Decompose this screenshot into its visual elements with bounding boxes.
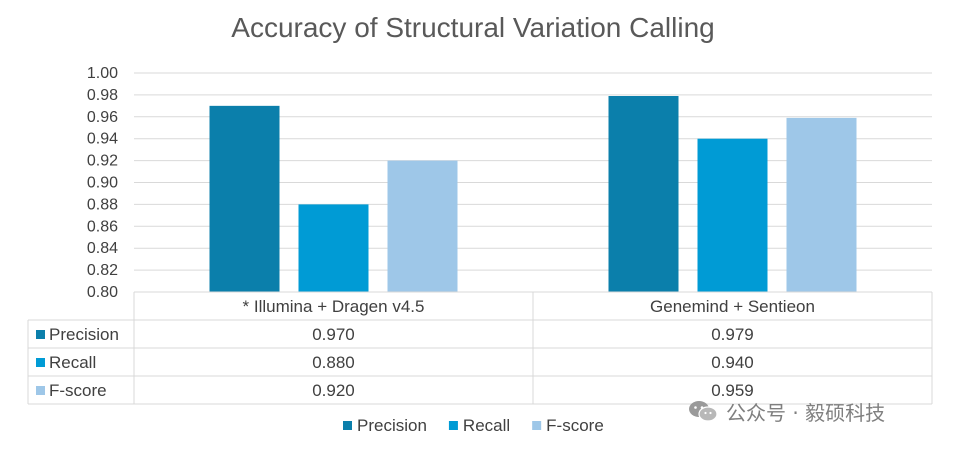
data-label: 0.959 (711, 381, 754, 400)
y-tick-label: 0.90 (87, 175, 118, 192)
category-label: * Illumina + Dragen v4.5 (243, 297, 425, 316)
bar-recall-1 (298, 204, 369, 292)
wechat-icon (689, 401, 718, 422)
y-tick-label: 0.84 (87, 240, 118, 257)
category-label: Genemind + Sentieon (650, 297, 815, 316)
bar-f-score-1 (387, 160, 458, 292)
y-tick-label: 0.92 (87, 153, 118, 170)
y-tick-label: 0.80 (87, 284, 118, 301)
y-tick-label: 0.98 (87, 87, 118, 104)
y-tick-label: 0.88 (87, 196, 118, 213)
legend-key-recall (36, 358, 45, 367)
data-label: 0.940 (711, 353, 754, 372)
legend-label: F-score (546, 416, 604, 435)
bar-f-score-2 (786, 117, 857, 293)
bars (209, 95, 857, 293)
legend: Precision Recall F-score (343, 416, 604, 435)
data-label: 0.920 (312, 381, 355, 400)
y-tick-label: 0.94 (87, 131, 118, 148)
legend-label: Recall (463, 416, 510, 435)
bar-precision-2 (608, 95, 679, 293)
legend-swatch-recall (448, 421, 458, 430)
watermark: 公众号 · 毅硕科技 (688, 396, 885, 426)
series-row-label: Recall (49, 353, 96, 372)
legend-swatch-f-score (532, 421, 542, 430)
series-row-label: F-score (49, 381, 107, 400)
bar-precision-1 (209, 105, 280, 292)
y-tick-label: 0.86 (87, 218, 118, 235)
y-axis-ticks: 0.80 0.82 0.84 0.86 0.88 0.90 0.92 0.94 0.96 0.98… (87, 65, 118, 301)
watermark-text: 公众号 · 毅硕科技 (726, 400, 886, 425)
y-tick-label: 0.82 (87, 262, 118, 279)
data-table: * Illumina + Dragen v4.5 Genemind + Senti… (27, 291, 933, 405)
series-row-label: Precision (49, 325, 119, 344)
y-tick-label: 0.96 (87, 109, 118, 126)
data-label: 0.880 (312, 353, 355, 372)
data-label: 0.970 (312, 325, 355, 344)
chart-title: Accuracy of Structural Variation Calling (231, 12, 715, 43)
legend-key-precision (36, 330, 45, 339)
legend-label: Precision (357, 416, 427, 435)
legend-swatch-precision (343, 421, 352, 430)
data-label: 0.979 (711, 325, 754, 344)
y-tick-label: 1.00 (87, 65, 118, 82)
bar-recall-2 (697, 138, 768, 292)
legend-key-f-score (36, 386, 45, 395)
